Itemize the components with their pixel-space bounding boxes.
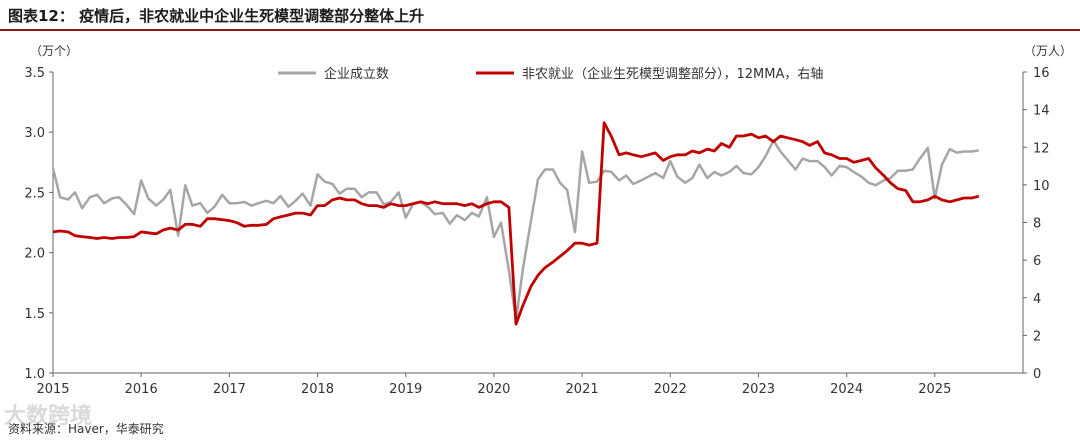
dual-axis-line-chart: 3.5 3.0 2.5 2.0 1.5 1.0 16 14 12 10 8 6 4 2 0 （万个） （万人） 2… bbox=[24, 44, 1072, 397]
y-right-tick-label: 0 bbox=[1033, 367, 1041, 382]
x-tick-label: 2025 bbox=[918, 382, 951, 397]
title-bar: 图表12： 疫情后，非农就业中企业生死模型调整部分整体上升 bbox=[0, 0, 1080, 31]
legend-label-2: 非农就业（企业生死模型调整部分），12MMA，右轴 bbox=[522, 66, 823, 82]
chart-series bbox=[51, 121, 980, 326]
y-right-tick-label: 12 bbox=[1033, 141, 1050, 156]
y-right-tick-label: 16 bbox=[1033, 66, 1050, 81]
chart-legend: 企业成立数 非农就业（企业生死模型调整部分），12MMA，右轴 bbox=[278, 66, 823, 82]
y-left-tick-label: 1.5 bbox=[24, 307, 45, 322]
y-left-tick-label: 1.0 bbox=[24, 367, 45, 382]
y-left-unit-label: （万个） bbox=[30, 44, 78, 58]
y-left-tick-label: 3.5 bbox=[24, 66, 45, 81]
x-tick-label: 2022 bbox=[654, 382, 687, 397]
source-note: 资料来源：Haver，华泰研究 bbox=[8, 422, 164, 436]
legend-label-1: 企业成立数 bbox=[324, 66, 389, 82]
y-right-tick-label: 14 bbox=[1033, 104, 1050, 119]
y-right-tick-label: 10 bbox=[1033, 179, 1050, 194]
y-right-tick-label: 6 bbox=[1033, 254, 1041, 269]
figure-title: 图表12： 疫情后，非农就业中企业生死模型调整部分整体上升 bbox=[8, 7, 425, 25]
x-tick-label: 2020 bbox=[477, 382, 510, 397]
title-rule bbox=[0, 29, 1080, 31]
x-tick-label: 2021 bbox=[566, 382, 599, 397]
y-left-tick-label: 2.5 bbox=[24, 186, 45, 201]
chart-axes: 3.5 3.0 2.5 2.0 1.5 1.0 16 14 12 10 8 6 4 2 0 （万个） （万人） 2… bbox=[24, 44, 1072, 397]
x-tick-label: 2019 bbox=[389, 382, 422, 397]
y-left-tick-label: 3.0 bbox=[24, 126, 45, 141]
x-tick-label: 2017 bbox=[213, 382, 246, 397]
series-line-enterprise-formations bbox=[51, 139, 980, 322]
x-tick-label: 2024 bbox=[830, 382, 863, 397]
y-right-tick-label: 4 bbox=[1033, 292, 1041, 307]
watermark: 大数跨境 bbox=[4, 404, 93, 429]
y-right-unit-label: （万人） bbox=[1024, 44, 1072, 58]
y-left-tick-label: 2.0 bbox=[24, 247, 45, 262]
x-tick-label: 2023 bbox=[742, 382, 775, 397]
series-line-nonfarm-birth-death bbox=[52, 121, 980, 326]
x-tick-label: 2016 bbox=[125, 382, 158, 397]
x-tick-label: 2018 bbox=[301, 382, 334, 397]
y-right-tick-label: 2 bbox=[1033, 329, 1041, 344]
y-right-tick-label: 8 bbox=[1033, 217, 1041, 232]
x-tick-label: 2015 bbox=[36, 382, 69, 397]
